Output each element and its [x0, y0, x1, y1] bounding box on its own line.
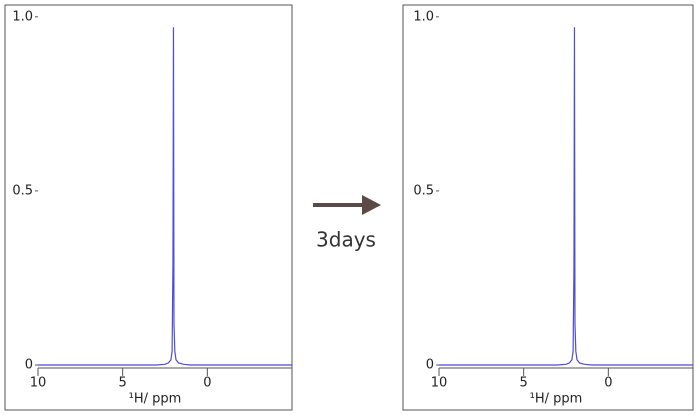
panel-frame	[4, 4, 293, 411]
arrow-head	[362, 195, 381, 215]
spectrum-line	[439, 27, 693, 366]
panel-frame	[402, 4, 694, 411]
y-tick-label: 0	[426, 358, 434, 373]
y-tick-label: 1.0	[12, 9, 33, 24]
x-tick-label: 10	[431, 376, 448, 391]
arrow-label: 3days	[316, 228, 376, 252]
y-tick-label: 0.5	[12, 183, 33, 198]
spectrum-line	[38, 27, 292, 366]
y-tick-label: 1.0	[413, 9, 434, 24]
x-tick-label: 0	[203, 376, 211, 391]
x-tick-label: 5	[119, 376, 127, 391]
y-tick-label: 0	[25, 358, 33, 373]
x-axis-label: ¹H/ ppm	[129, 392, 182, 407]
x-axis-label: ¹H/ ppm	[530, 392, 583, 407]
x-tick-label: 5	[520, 376, 528, 391]
x-tick-label: 0	[604, 376, 612, 391]
x-tick-label: 10	[30, 376, 47, 391]
y-tick-label: 0.5	[413, 183, 434, 198]
